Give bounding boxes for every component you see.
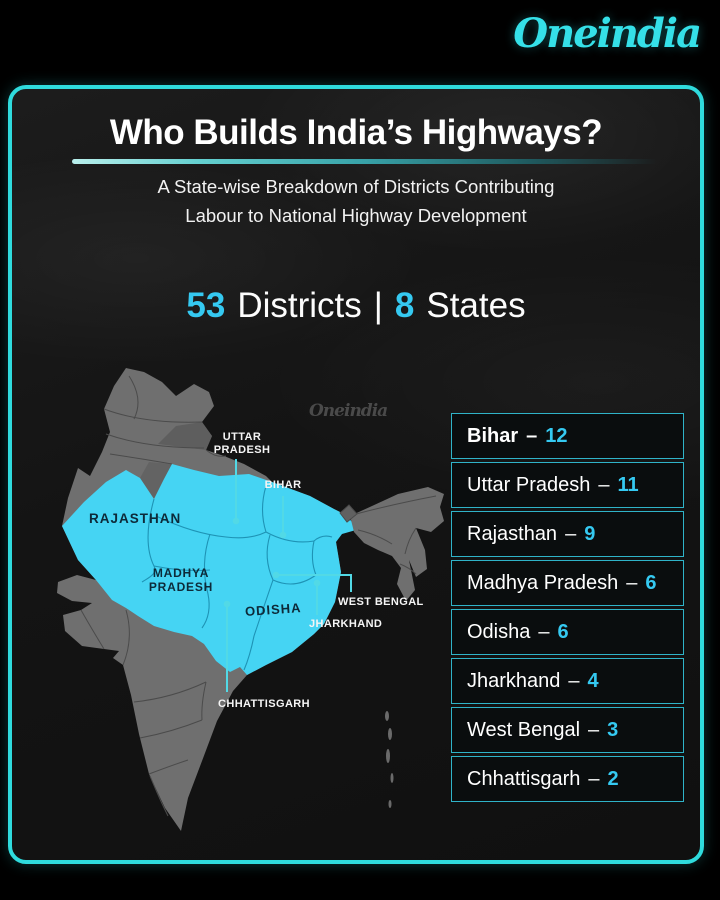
states-label: States bbox=[426, 286, 526, 325]
state-name: Madhya Pradesh bbox=[467, 571, 619, 594]
map-label-chhattisgarh: CHHATTISGARH bbox=[218, 698, 310, 710]
title-underline-accent bbox=[72, 159, 658, 164]
district-count: 9 bbox=[584, 522, 596, 545]
row-dash: – bbox=[526, 424, 538, 447]
state-name: Rajasthan bbox=[467, 522, 558, 545]
districts-label: Districts bbox=[237, 286, 362, 325]
districts-count: 53 bbox=[186, 286, 226, 325]
state-name: Chhattisgarh bbox=[467, 767, 581, 790]
table-row: West Bengal – 3 bbox=[451, 707, 684, 753]
state-name: Uttar Pradesh bbox=[467, 473, 591, 496]
table-row: Odisha – 6 bbox=[451, 609, 684, 655]
state-name: Odisha bbox=[467, 620, 531, 643]
state-name: Jharkhand bbox=[467, 669, 561, 692]
map-label-bihar: BIHAR bbox=[264, 479, 302, 491]
subtitle-line-1: A State-wise Breakdown of Districts Cont… bbox=[157, 176, 555, 197]
map-label-uttar-pradesh-line2: PRADESH bbox=[213, 443, 271, 456]
table-row: Uttar Pradesh – 11 bbox=[451, 462, 684, 508]
subtitle: A State-wise Breakdown of Districts Cont… bbox=[12, 173, 700, 230]
subtitle-line-2: Labour to National Highway Development bbox=[185, 204, 527, 226]
india-map bbox=[54, 364, 444, 834]
district-count: 6 bbox=[557, 620, 569, 643]
row-dash: – bbox=[626, 571, 638, 594]
andaman-islands bbox=[385, 711, 394, 808]
map-label-rajasthan: RAJASTHAN bbox=[89, 511, 182, 526]
himachal-region bbox=[158, 422, 212, 450]
district-count: 3 bbox=[607, 718, 619, 741]
row-dash: – bbox=[598, 473, 610, 496]
map-watermark: Oneindia bbox=[309, 401, 388, 421]
table-row: Bihar – 12 bbox=[451, 413, 684, 459]
haryana-region bbox=[140, 462, 172, 499]
state-district-table: Bihar – 12 Uttar Pradesh – 11 Rajasthan … bbox=[451, 413, 684, 802]
page-title: Who Builds India’s Highways? bbox=[109, 113, 603, 152]
map-label-uttar-pradesh: UTTAR PRADESH bbox=[196, 431, 288, 456]
state-name: West Bengal bbox=[467, 718, 581, 741]
sikkim-region bbox=[339, 504, 358, 523]
map-label-madhya-pradesh-line2: PRADESH bbox=[148, 580, 214, 594]
row-dash: – bbox=[538, 620, 550, 643]
label-pointer-lines bbox=[223, 459, 352, 692]
table-row: Madhya Pradesh – 6 bbox=[451, 560, 684, 606]
india-map-svg bbox=[57, 368, 444, 831]
row-dash: – bbox=[568, 669, 580, 692]
oneindia-logo: Oneindia bbox=[513, 10, 702, 57]
map-label-madhya-pradesh: MADHYA PRADESH bbox=[131, 566, 231, 594]
district-count: 2 bbox=[607, 767, 619, 790]
map-label-uttar-pradesh-line1: UTTAR bbox=[222, 431, 262, 443]
district-count: 4 bbox=[587, 669, 599, 692]
state-name: Bihar bbox=[467, 424, 519, 447]
table-row: Jharkhand – 4 bbox=[451, 658, 684, 704]
district-count: 11 bbox=[617, 473, 639, 496]
row-dash: – bbox=[588, 718, 600, 741]
map-label-madhya-pradesh-line1: MADHYA bbox=[152, 566, 210, 580]
infographic-card: Who Builds India’s Highways? A State-wis… bbox=[8, 85, 704, 864]
highlighted-state-borders bbox=[141, 485, 333, 671]
south-state-borders bbox=[80, 609, 207, 817]
district-count: 12 bbox=[545, 424, 568, 447]
north-state-borders bbox=[103, 375, 227, 465]
district-count: 6 bbox=[645, 571, 657, 594]
table-row: Chhattisgarh – 2 bbox=[451, 756, 684, 802]
row-dash: – bbox=[588, 767, 600, 790]
row-dash: – bbox=[565, 522, 577, 545]
northeast-state-borders bbox=[355, 495, 437, 575]
map-label-jharkhand: JHARKHAND bbox=[309, 618, 383, 630]
table-row: Rajasthan – 9 bbox=[451, 511, 684, 557]
northeast-states bbox=[350, 487, 444, 601]
stats-separator: | bbox=[373, 286, 383, 325]
states-count: 8 bbox=[394, 286, 415, 325]
summary-stats: 53 Districts | 8 States bbox=[12, 286, 700, 326]
map-label-west-bengal: WEST BENGAL bbox=[338, 596, 424, 608]
